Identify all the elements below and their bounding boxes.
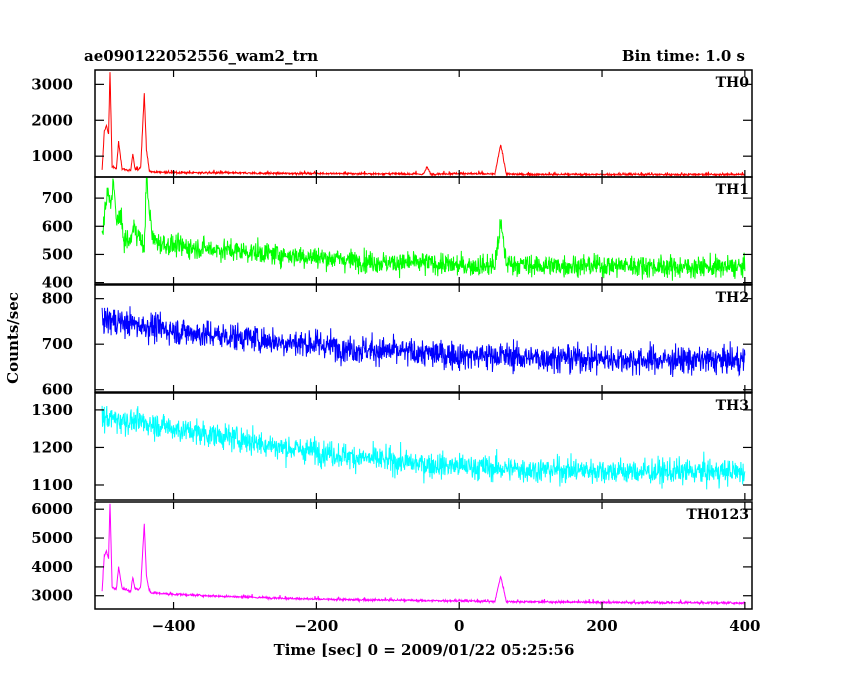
panel-frame xyxy=(94,501,753,610)
y-tick-label: 5000 xyxy=(31,529,73,547)
x-tick-label: 0 xyxy=(454,617,464,635)
x-tick-label: 200 xyxy=(586,617,617,635)
series-label: TH1 xyxy=(716,182,749,198)
y-tick-label: 600 xyxy=(42,217,73,235)
y-tick-label: 1100 xyxy=(31,476,73,494)
series-label: TH2 xyxy=(716,290,749,306)
series-line-th2 xyxy=(101,306,746,378)
panel-frame xyxy=(94,284,753,393)
series-line-th0 xyxy=(101,72,746,177)
y-tick-label: 1200 xyxy=(31,438,73,456)
y-tick-label: 2000 xyxy=(31,111,73,129)
panel-th2: 600 700 800 TH2 xyxy=(42,284,753,399)
series-line-th3 xyxy=(101,405,746,490)
y-tick-label: 700 xyxy=(42,189,73,207)
panel-th1: 400 500 600 700 TH1 xyxy=(42,176,753,292)
y-axis-label: Counts/sec xyxy=(4,292,22,384)
y-tick-label: 6000 xyxy=(31,500,73,518)
y-tick-label: 1000 xyxy=(31,147,73,165)
panel-th0: 1000 2000 3000 TH0 xyxy=(31,69,753,178)
figure-title: ae090122052556_wam2_trn xyxy=(84,47,318,65)
y-tick-label: 4000 xyxy=(31,558,73,576)
y-tick-label: 3000 xyxy=(31,75,73,93)
series-line-th0123 xyxy=(101,503,746,606)
x-tick-label: −200 xyxy=(294,617,338,635)
panel-th0123: 3000 4000 5000 6000 TH0123 xyxy=(31,500,753,610)
y-tick-label: 600 xyxy=(42,381,73,399)
panel-th3: 1100 1200 1300 TH3 xyxy=(31,392,753,501)
panel-frame xyxy=(94,392,753,501)
series-label: TH0123 xyxy=(686,507,749,523)
panel-frame xyxy=(94,176,753,285)
series-label: TH3 xyxy=(716,398,749,414)
y-tick-label: 700 xyxy=(42,335,73,353)
series-label: TH0 xyxy=(716,75,750,91)
panel-frame xyxy=(94,69,753,178)
y-tick-label: 500 xyxy=(42,245,73,263)
y-tick-label: 800 xyxy=(42,290,73,308)
x-axis: −400 −200 0 200 400 xyxy=(152,617,761,635)
x-tick-label: −400 xyxy=(152,617,196,635)
bin-time-label: Bin time: 1.0 s xyxy=(622,47,745,65)
panels: 1000 2000 3000 TH0 400 500 600 700 TH1 600 700 800 T… xyxy=(31,69,753,610)
y-tick-label: 1300 xyxy=(31,401,73,419)
series-line-th1 xyxy=(101,177,746,281)
x-axis-label: Time [sec] 0 = 2009/01/22 05:25:56 xyxy=(274,641,575,659)
x-tick-label: 400 xyxy=(729,617,760,635)
y-tick-label: 3000 xyxy=(31,587,73,605)
y-tick-label: 400 xyxy=(42,274,73,292)
